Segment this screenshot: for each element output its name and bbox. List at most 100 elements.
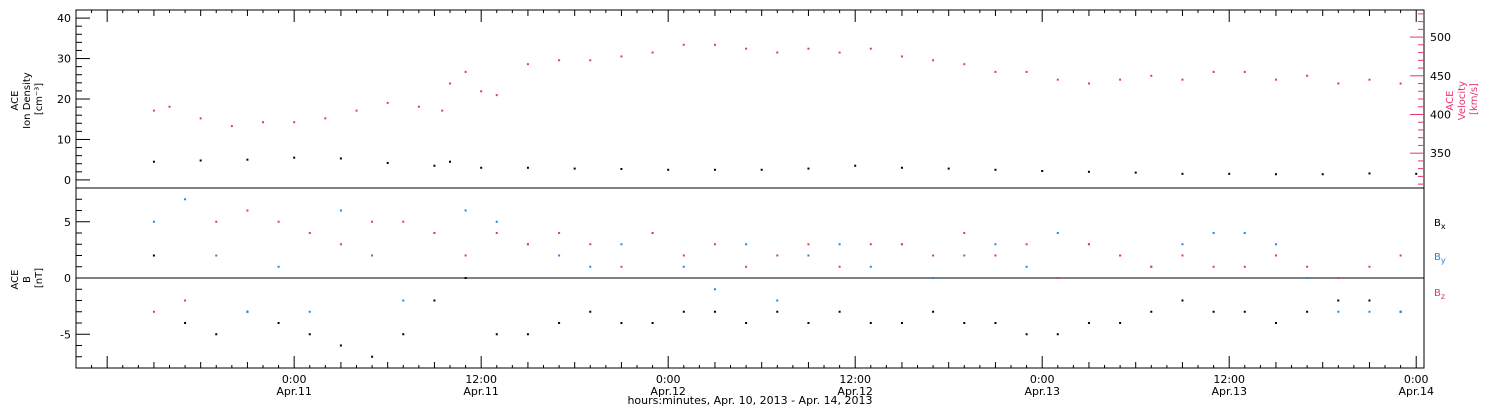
- legend-entry-label: B: [1434, 252, 1441, 263]
- bz-point: [184, 299, 187, 302]
- velocity-point: [1306, 74, 1309, 77]
- legend-entry-label: B: [1434, 288, 1441, 299]
- velocity-point: [1056, 78, 1059, 81]
- bx-point: [1368, 299, 1371, 302]
- velocity-point: [1337, 82, 1340, 85]
- x-tick-date-label: Apr.14: [1398, 385, 1434, 398]
- velocity-point: [838, 51, 841, 54]
- density-point: [246, 158, 249, 161]
- by-point: [1181, 243, 1184, 246]
- top-panel: 0 10 20 30 40 350 400 450 500 ACE Ion Density […: [10, 9, 1480, 189]
- bx-point: [589, 310, 592, 313]
- x-axis: 0:00Apr.1112:00Apr.110:00Apr.1212:00Apr.…: [75, 10, 1434, 407]
- velocity-point: [441, 109, 444, 112]
- legend-entry-z: Bz: [1434, 288, 1445, 301]
- by-point: [620, 243, 623, 246]
- velocity-point: [1025, 70, 1028, 73]
- x-tick-time-label: 12:00: [465, 373, 497, 386]
- top-left-axis-title: ACE Ion Density [cm⁻³]: [10, 69, 45, 129]
- velocity-point: [355, 109, 358, 112]
- velocity-point: [869, 47, 872, 50]
- bz-point: [433, 232, 436, 234]
- bz-point: [776, 254, 779, 257]
- by-point: [464, 209, 467, 212]
- x-tick-date-label: Apr.11: [276, 385, 312, 398]
- bz-point: [651, 232, 654, 234]
- bz-point: [869, 243, 872, 246]
- bx-point: [807, 322, 810, 324]
- velocity-point: [807, 47, 810, 50]
- velocity-point: [1368, 78, 1371, 81]
- velocity-point: [1399, 82, 1402, 85]
- velocity-point: [449, 82, 452, 85]
- density-point: [994, 168, 997, 171]
- bz-point: [1119, 254, 1122, 257]
- bz-point: [900, 243, 903, 246]
- bx-point: [277, 322, 280, 324]
- bz-point: [464, 254, 467, 257]
- bx-point: [620, 322, 623, 324]
- velocity-point: [1212, 70, 1215, 73]
- velocity-point: [1150, 74, 1153, 77]
- velocity-point: [1274, 78, 1277, 81]
- velocity-point: [168, 105, 171, 108]
- bottom-left-axis: -5 0 5: [60, 187, 90, 369]
- density-point: [1181, 172, 1184, 175]
- bottom-axis-title: ACE B [nT]: [10, 266, 45, 289]
- bx-point: [1337, 299, 1340, 302]
- x-tick-date-label: Apr.13: [1211, 385, 1247, 398]
- bz-point: [152, 310, 155, 313]
- velocity-point: [386, 101, 389, 104]
- top-right-axis-title: ACE Velocity [km/s]: [1445, 78, 1480, 120]
- top-left-tick-label: 10: [57, 133, 71, 146]
- by-point: [558, 254, 561, 257]
- bx-point: [651, 322, 654, 324]
- bz-point: [1181, 254, 1184, 257]
- bz-point: [1399, 254, 1402, 257]
- bz-point: [713, 243, 716, 246]
- top-left-axis-title-line1: ACE: [10, 91, 21, 111]
- by-point: [1212, 232, 1215, 234]
- velocity-point: [1087, 82, 1090, 85]
- velocity-point: [526, 63, 529, 66]
- x-axis-title: hours:minutes, Apr. 10, 2013 - Apr. 14, …: [627, 394, 872, 407]
- bz-point: [246, 209, 249, 212]
- by-point: [246, 310, 249, 313]
- density-point: [449, 160, 452, 163]
- top-panel-frame: [75, 9, 1425, 189]
- bz-point: [932, 254, 935, 257]
- density-point: [807, 167, 810, 170]
- top-left-axis-title-line2: Ion Density: [22, 72, 33, 129]
- density-point: [760, 168, 763, 171]
- velocity-point: [620, 55, 623, 58]
- x-tick-date-label: Apr.13: [1024, 385, 1060, 398]
- top-right-axis-title-line2: Velocity: [1457, 81, 1468, 120]
- legend-entry-y: By: [1434, 252, 1446, 265]
- x-tick-time-label: 12:00: [1213, 373, 1245, 386]
- bottom-axis-title-line1: ACE: [10, 270, 21, 290]
- by-point: [339, 209, 342, 212]
- bz-point: [1243, 265, 1246, 268]
- bx-point: [308, 333, 311, 336]
- x-tick-time-label: 0:00: [282, 373, 307, 386]
- bx-point: [215, 333, 218, 336]
- density-point: [293, 156, 296, 159]
- bx-point: [464, 277, 467, 279]
- bottom-tick-label: -5: [60, 328, 71, 341]
- top-right-tick-label: 450: [1430, 70, 1451, 83]
- bz-point: [1056, 277, 1059, 279]
- bx-point: [1025, 333, 1028, 336]
- velocity-point: [963, 63, 966, 66]
- by-point: [869, 265, 872, 268]
- top-left-tick-label: 30: [57, 53, 71, 66]
- bx-point: [402, 333, 405, 336]
- bz-point: [745, 265, 748, 268]
- bz-point: [526, 243, 529, 246]
- bx-point: [433, 299, 436, 302]
- bx-point: [495, 333, 498, 336]
- density-point: [1274, 173, 1277, 176]
- x-tick-time-label: 0:00: [1404, 373, 1429, 386]
- top-right-tick-label: 500: [1430, 31, 1451, 44]
- top-right-tick-label: 400: [1430, 108, 1451, 121]
